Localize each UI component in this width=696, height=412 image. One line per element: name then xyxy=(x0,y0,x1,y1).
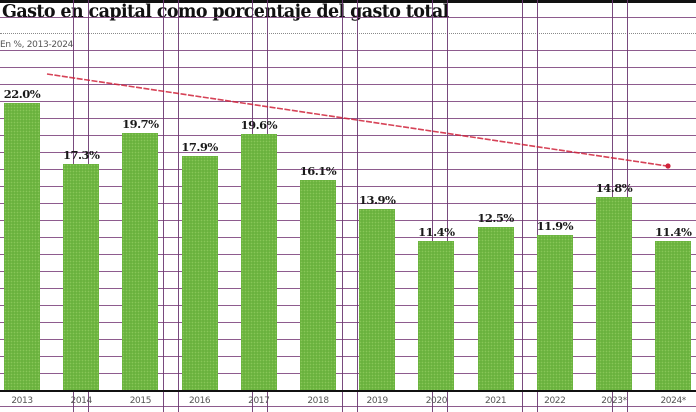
value-label: 17.3% xyxy=(62,148,100,163)
gridline-horizontal xyxy=(0,50,696,51)
gridline-horizontal xyxy=(0,305,696,306)
bar-2019 xyxy=(359,208,396,390)
value-label: 14.8% xyxy=(595,180,633,195)
gridline-horizontal xyxy=(0,254,696,255)
gridline-horizontal xyxy=(0,17,696,18)
gridline-vertical xyxy=(537,0,538,412)
top-rule xyxy=(0,0,696,3)
gridline-horizontal xyxy=(0,339,696,340)
gridline-horizontal xyxy=(0,169,696,170)
gridline-horizontal xyxy=(0,356,696,357)
gridline-horizontal xyxy=(0,288,696,289)
bar-2015 xyxy=(122,133,159,390)
value-label: 12.5% xyxy=(477,210,514,225)
gridline-horizontal xyxy=(0,203,696,204)
value-label: 17.9% xyxy=(181,140,218,155)
chart-subtitle: En %, 2013-2024 xyxy=(0,40,74,50)
gridline-vertical xyxy=(447,0,448,412)
bar-2014 xyxy=(63,164,100,390)
gridline-horizontal xyxy=(0,84,696,85)
value-label: 16.1% xyxy=(299,163,337,178)
value-label: 22.0% xyxy=(3,87,41,101)
value-label: 19.6% xyxy=(240,118,278,133)
bar-2024 xyxy=(655,241,692,390)
bar-2020 xyxy=(418,241,455,390)
gridline-vertical xyxy=(163,0,164,412)
gridline-horizontal xyxy=(0,271,696,272)
value-label: 19.7% xyxy=(122,117,159,131)
bar-2021 xyxy=(477,226,514,390)
gridline-vertical xyxy=(357,0,358,412)
x-axis-line xyxy=(0,390,696,392)
gridline-horizontal xyxy=(0,101,696,102)
gridline-horizontal xyxy=(0,322,696,323)
x-tick-label: 2023* xyxy=(601,396,627,406)
value-label: 11.9% xyxy=(536,218,574,233)
gridline-vertical xyxy=(178,0,179,412)
gridline-horizontal xyxy=(0,135,696,136)
x-tick-label: 2022 xyxy=(544,396,566,406)
x-tick-label: 2019 xyxy=(366,396,389,406)
bar-2022 xyxy=(536,234,573,390)
value-label: 13.9% xyxy=(358,192,396,207)
gridline-horizontal xyxy=(0,186,696,187)
x-tick-label: 2013 xyxy=(11,396,33,406)
value-label: 11.4% xyxy=(418,225,455,240)
value-label: 11.4% xyxy=(654,225,692,240)
x-tick-label: 2017 xyxy=(248,396,270,406)
gridline-horizontal xyxy=(0,406,696,407)
bar-2017 xyxy=(240,134,277,390)
x-tick-label: 2020 xyxy=(425,396,448,406)
x-tick-label: 2018 xyxy=(307,396,329,406)
x-tick-label: 2016 xyxy=(188,396,211,406)
gridline-vertical xyxy=(342,0,343,412)
title-separator xyxy=(0,33,696,34)
gridline-vertical xyxy=(522,0,523,412)
gridline-horizontal xyxy=(0,220,696,221)
x-tick-label: 2024* xyxy=(660,396,686,406)
gridline-horizontal xyxy=(0,373,696,374)
gridline-horizontal xyxy=(0,152,696,153)
x-tick-label: 2021 xyxy=(484,396,507,406)
gridline-horizontal xyxy=(0,67,696,68)
x-tick-label: 2015 xyxy=(129,396,152,406)
bar-2018 xyxy=(300,179,336,390)
x-tick-label: 2014 xyxy=(70,396,93,406)
gridline-horizontal xyxy=(0,237,696,238)
bar-2013 xyxy=(4,103,40,390)
bar-2016 xyxy=(181,156,218,390)
gridline-vertical xyxy=(432,0,433,412)
bar-2023 xyxy=(596,196,632,390)
